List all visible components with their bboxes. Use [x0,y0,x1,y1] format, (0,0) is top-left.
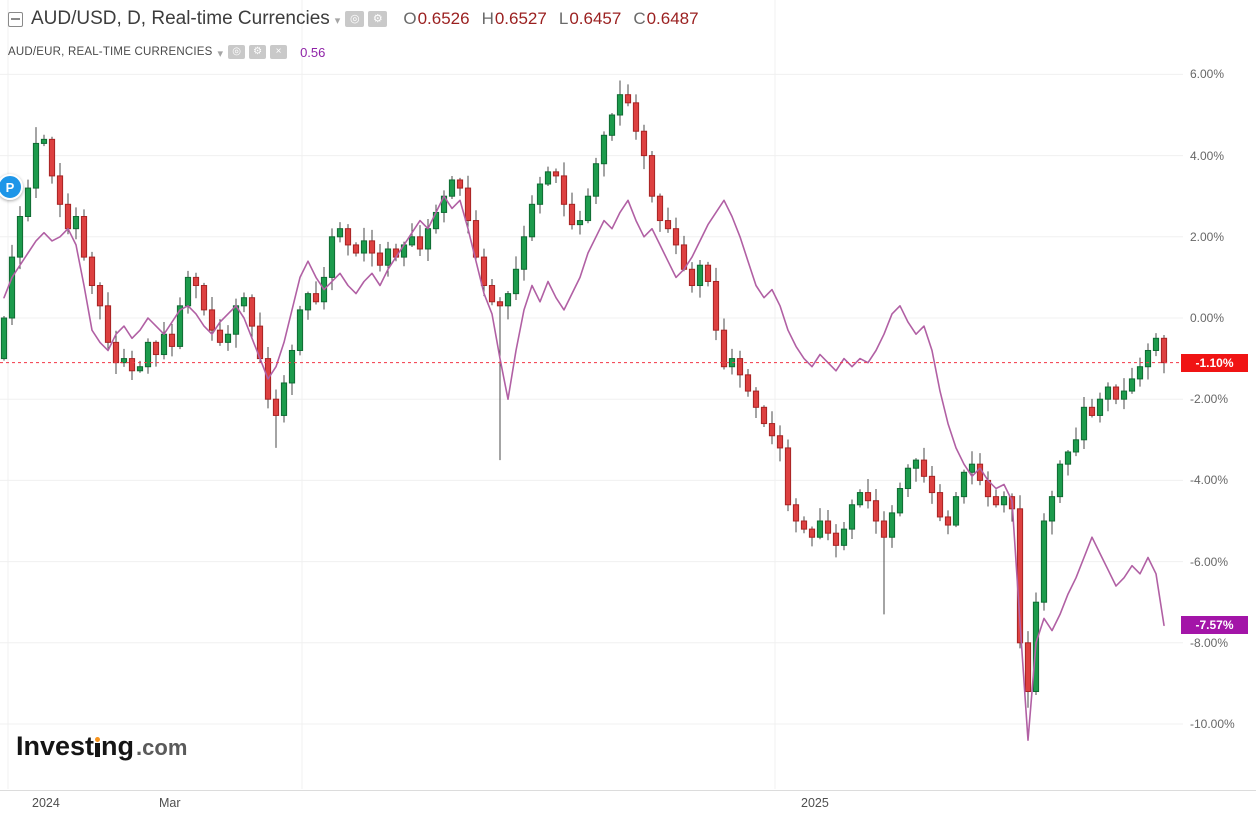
symbol-title-aud-usd[interactable]: AUD/USD, D, Real-time Currencies [31,8,330,29]
publication-marker[interactable]: P [0,174,23,200]
symbol-row-aud-usd[interactable]: AUD/USD, D, Real-time Currencies ▾ ◎ ⚙ O… [8,8,699,30]
x-axis-label: Mar [159,796,181,810]
settings-gear-icon[interactable]: ⚙ [368,11,388,27]
last-price-badge-aud-usd: -1.10% [1181,353,1248,372]
investing-logo[interactable]: Invest ng .com [16,731,187,762]
y-axis-label: 4.00% [1190,148,1225,163]
ohlc-readout: O0.6526 H0.6527 L0.6457 C0.6487 [403,9,698,29]
symbol-title-aud-eur[interactable]: AUD/EUR, REAL-TIME CURRENCIES [8,46,213,58]
logo-orange-dot-i [95,737,101,757]
chevron-down-icon[interactable]: ▾ [217,48,224,60]
y-axis-label: -8.00% [1190,635,1229,650]
ohlc-open: O0.6526 [403,9,470,28]
visibility-icon[interactable]: ◎ [345,11,365,27]
series-value: 0.56 [300,44,326,60]
ohlc-high: H0.6527 [481,9,547,28]
symbol-row-aud-eur[interactable]: AUD/EUR, REAL-TIME CURRENCIES ▾ ◎ ⚙ × 0.… [8,44,699,61]
y-axis-label: -6.00% [1190,554,1229,569]
ohlc-close: C0.6487 [633,9,699,28]
y-axis-label: -10.00% [1190,717,1235,731]
ohlc-low: L0.6457 [558,9,622,28]
close-icon[interactable]: × [270,45,288,59]
price-axis[interactable]: 6.00% 4.00% 2.00% 0.00% -2.00% -4.00% -6.00% -8… [1183,0,1256,789]
y-axis-label: 2.00% [1190,229,1225,244]
visibility-icon[interactable]: ◎ [228,45,246,59]
logo-text-prefix: Invest [16,731,95,761]
collapse-legend-icon[interactable] [8,11,23,27]
settings-gear-icon[interactable]: ⚙ [249,45,267,59]
x-axis-label: 2024 [32,796,60,810]
time-axis[interactable]: 2024 Mar 2025 [0,790,1256,816]
x-axis-label: 2025 [801,796,829,810]
chart-legend: AUD/USD, D, Real-time Currencies ▾ ◎ ⚙ O… [8,8,699,60]
y-axis-label: 0.00% [1190,311,1225,325]
logo-domain: .com [136,735,188,760]
last-price-badge-aud-eur: -7.57% [1181,616,1248,635]
chevron-down-icon[interactable]: ▾ [334,15,341,27]
logo-text-suffix: ng [101,731,135,761]
y-axis-label: -2.00% [1190,392,1229,407]
y-axis-label: -4.00% [1190,473,1229,488]
y-axis-label: 6.00% [1190,67,1225,82]
